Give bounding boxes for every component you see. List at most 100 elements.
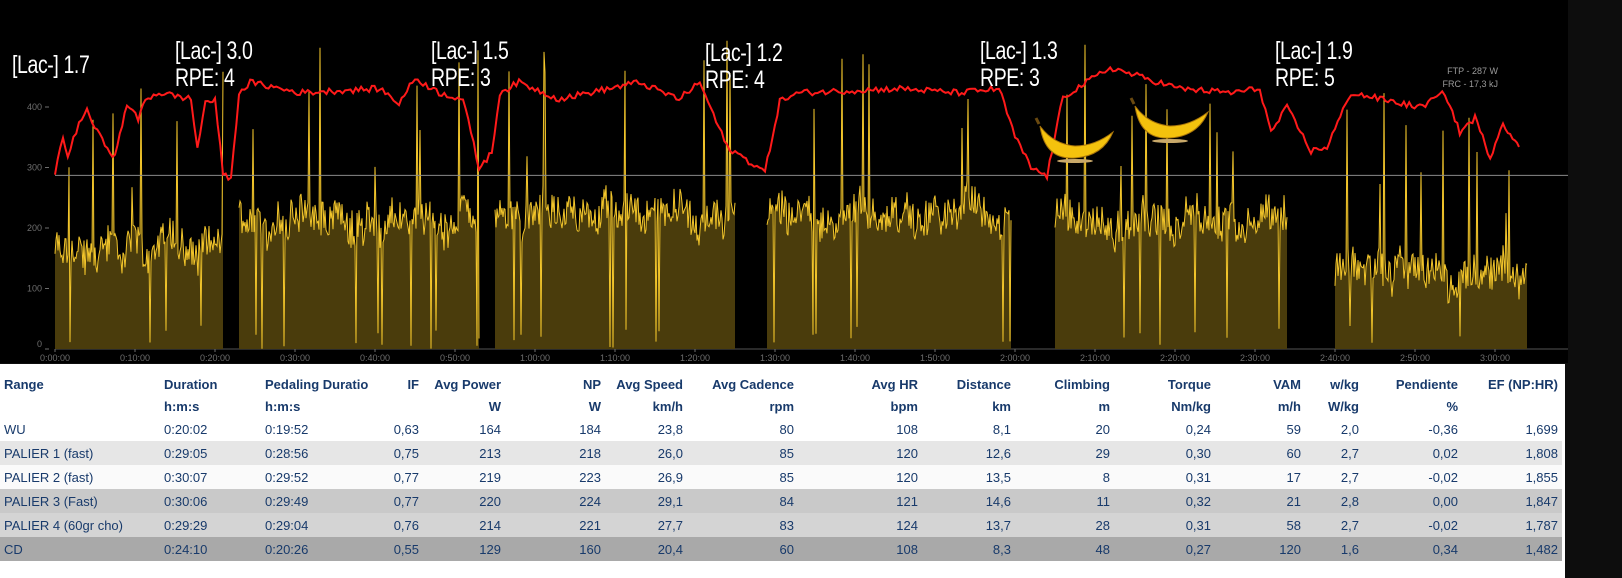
table-cell: 129 [479, 541, 501, 557]
y-left-tick-label: 200 [27, 223, 42, 233]
table-cell: 0,63 [393, 421, 419, 437]
column-header[interactable]: Distance [956, 376, 1011, 392]
table-cell: 59 [1286, 421, 1301, 437]
column-header[interactable]: Duration [164, 376, 218, 392]
power-area-segment-3 [767, 54, 1011, 349]
chart-svg: 01002003004000204060801001200:00:000:10:… [27, 40, 1568, 363]
table-cell: 26,9 [657, 469, 683, 485]
table-cell: WU [4, 421, 26, 437]
table-cell: 60 [779, 541, 794, 557]
table-row[interactable]: CD 0:24:10 0:20:26 0,55 129 160 20,4 60 108 8,3 48… [0, 537, 1562, 561]
x-tick-label: 2:00:00 [1000, 353, 1030, 363]
table-cell: 12,6 [985, 445, 1011, 461]
table-cell: 0:29:04 [265, 517, 309, 533]
column-header[interactable]: Avg Cadence [712, 376, 794, 392]
table-cell: 0,00 [1432, 493, 1458, 509]
power-area-segment-2 [495, 40, 735, 349]
column-unit: m [1098, 398, 1110, 414]
table-row[interactable]: WU 0:20:02 0:19:52 0,63 164 184 23,8 80 108 8,1 20… [0, 417, 1562, 441]
table-cell: 0:29:52 [265, 469, 309, 485]
table-cell: 0,30 [1185, 445, 1211, 461]
table-cell: 14,6 [985, 493, 1011, 509]
table-row[interactable]: PALIER 4 (60gr cho) 0:29:29 0:29:04 0,76 214… [0, 513, 1562, 537]
table-cell: 2,7 [1340, 445, 1359, 461]
annotation-line: RPE: 3 [980, 64, 1040, 92]
annotation-palier-3: [Lac-] 1.2 RPE: 4 [705, 39, 783, 94]
x-tick-label: 0:50:00 [440, 353, 470, 363]
table-cell: 218 [579, 445, 601, 461]
table-cell: 26,0 [657, 445, 683, 461]
table-cell: -0,36 [1428, 421, 1458, 437]
table-cell: 0:30:07 [164, 469, 208, 485]
column-header[interactable]: Avg Power [434, 376, 501, 392]
ranges-table: Range Duration Pedaling Duratio IF Avg Power… [0, 364, 1562, 561]
table-cell: CD [4, 541, 23, 557]
column-header[interactable]: EF (NP:HR) [1487, 376, 1558, 392]
annotation-line: [Lac-] 3.0 [175, 37, 253, 65]
x-tick-label: 2:20:00 [1160, 353, 1190, 363]
table-cell: 84 [779, 493, 794, 509]
table-cell: 27,7 [657, 517, 683, 533]
table-cell: 120 [896, 445, 918, 461]
column-header[interactable]: Avg HR [871, 376, 918, 392]
table-cell: 0:29:05 [164, 445, 208, 461]
annotation-palier-1: [Lac-] 3.0 RPE: 4 [175, 37, 253, 92]
table-cell: 8,1 [992, 421, 1011, 437]
annotation-line: RPE: 5 [1275, 64, 1335, 92]
ftp-label: FTP - 287 W [1447, 66, 1498, 76]
column-unit: h:m:s [164, 398, 200, 414]
column-header[interactable]: Torque [1167, 376, 1211, 392]
table-cell: 85 [779, 469, 794, 485]
x-tick-label: 0:20:00 [200, 353, 230, 363]
column-header[interactable]: IF [407, 376, 419, 392]
power-line-segment-3 [766, 54, 1012, 343]
column-unit: m/h [1277, 398, 1301, 414]
power-line-segment-0 [54, 71, 224, 343]
annotation-line: RPE: 3 [431, 64, 491, 92]
column-header[interactable]: Pedaling Duratio [265, 376, 369, 392]
column-header[interactable]: w/kg [1330, 376, 1359, 392]
column-header[interactable]: Pendiente [1395, 376, 1458, 392]
table-cell: 1,855 [1525, 469, 1558, 485]
column-header[interactable]: NP [582, 376, 601, 392]
table-cell: 2,7 [1340, 517, 1359, 533]
table-cell: 8 [1102, 469, 1110, 485]
table-cell: 20,4 [657, 541, 683, 557]
table-cell: 0,31 [1185, 469, 1211, 485]
table-cell: 214 [479, 517, 501, 533]
table-cell: PALIER 1 (fast) [4, 445, 94, 461]
power-area-segment-1 [239, 47, 479, 350]
column-unit: W [488, 398, 501, 414]
annotation-palier-2: [Lac-] 1.5 RPE: 3 [431, 38, 509, 92]
column-header[interactable]: Avg Speed [616, 376, 683, 392]
banana-icon [1129, 97, 1210, 143]
annotation-line: [Lac-] 1.2 [705, 39, 783, 67]
annotation-line: RPE: 4 [175, 64, 235, 92]
table-cell: 13,5 [985, 469, 1011, 485]
table-cell: 213 [479, 445, 501, 461]
y-left-tick-label: 400 [27, 102, 42, 112]
table-row[interactable]: PALIER 3 (Fast) 0:30:06 0:29:49 0,77 220 224 2… [0, 489, 1562, 513]
column-unit: W/kg [1327, 398, 1359, 414]
table-cell: 220 [479, 493, 501, 509]
table-cell: 1,6 [1340, 541, 1359, 557]
table-row[interactable]: PALIER 2 (fast) 0:30:07 0:29:52 0,77 219 223 2… [0, 465, 1562, 489]
table-cell: 160 [579, 541, 601, 557]
column-header[interactable]: VAM [1273, 376, 1301, 392]
table-cell: 48 [1095, 541, 1110, 557]
y-left-tick-label: 300 [27, 163, 42, 173]
annotation-lactate-wu: [Lac-] 1.7 [12, 52, 90, 79]
table-cell: 2,7 [1340, 469, 1359, 485]
table-cell: 20 [1095, 421, 1110, 437]
table-cell: 120 [1279, 541, 1301, 557]
table-cell: 28 [1095, 517, 1110, 533]
table-cell: 0:19:52 [265, 421, 309, 437]
table-row[interactable]: PALIER 1 (fast) 0:29:05 0:28:56 0,75 213 218 2… [0, 441, 1562, 465]
table-cell: 0:20:02 [164, 421, 208, 437]
x-tick-label: 2:50:00 [1400, 353, 1430, 363]
power-line-segment-5 [1334, 93, 1528, 343]
x-tick-label: 2:40:00 [1320, 353, 1350, 363]
column-header[interactable]: Range [4, 376, 44, 392]
column-header[interactable]: Climbing [1054, 376, 1110, 392]
x-tick-label: 0:10:00 [120, 353, 150, 363]
